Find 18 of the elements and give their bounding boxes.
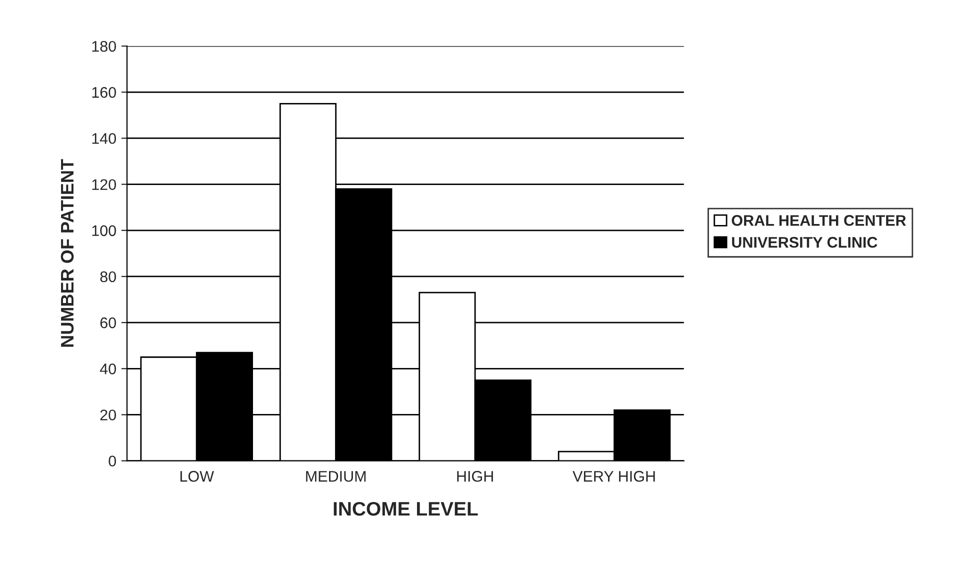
legend-label: UNIVERSITY CLINIC xyxy=(732,236,878,248)
y-tick-label: 0 xyxy=(108,456,116,466)
y-tick-label: 60 xyxy=(100,317,116,328)
y-tick-label: 180 xyxy=(92,40,116,52)
legend-label: ORAL HEALTH CENTER xyxy=(732,215,906,226)
y-tick-label: 140 xyxy=(92,133,116,144)
y-tick-label: 80 xyxy=(100,271,116,282)
y-tick-label: 120 xyxy=(92,179,116,190)
y-tick-label: 20 xyxy=(100,410,116,420)
y-tick-label: 160 xyxy=(92,87,116,98)
x-tick-label: LOW xyxy=(180,470,214,482)
x-axis-title: INCOME LEVEL xyxy=(334,502,478,516)
x-tick-label: MEDIUM xyxy=(306,471,366,482)
x-tick-label: VERY HIGH xyxy=(572,470,655,482)
y-axis-title: NUMBER OF PATIENT xyxy=(60,159,74,347)
y-tick-label: 100 xyxy=(92,225,116,236)
x-tick-label: HIGH xyxy=(457,470,493,482)
y-tick-label: 40 xyxy=(100,364,116,374)
